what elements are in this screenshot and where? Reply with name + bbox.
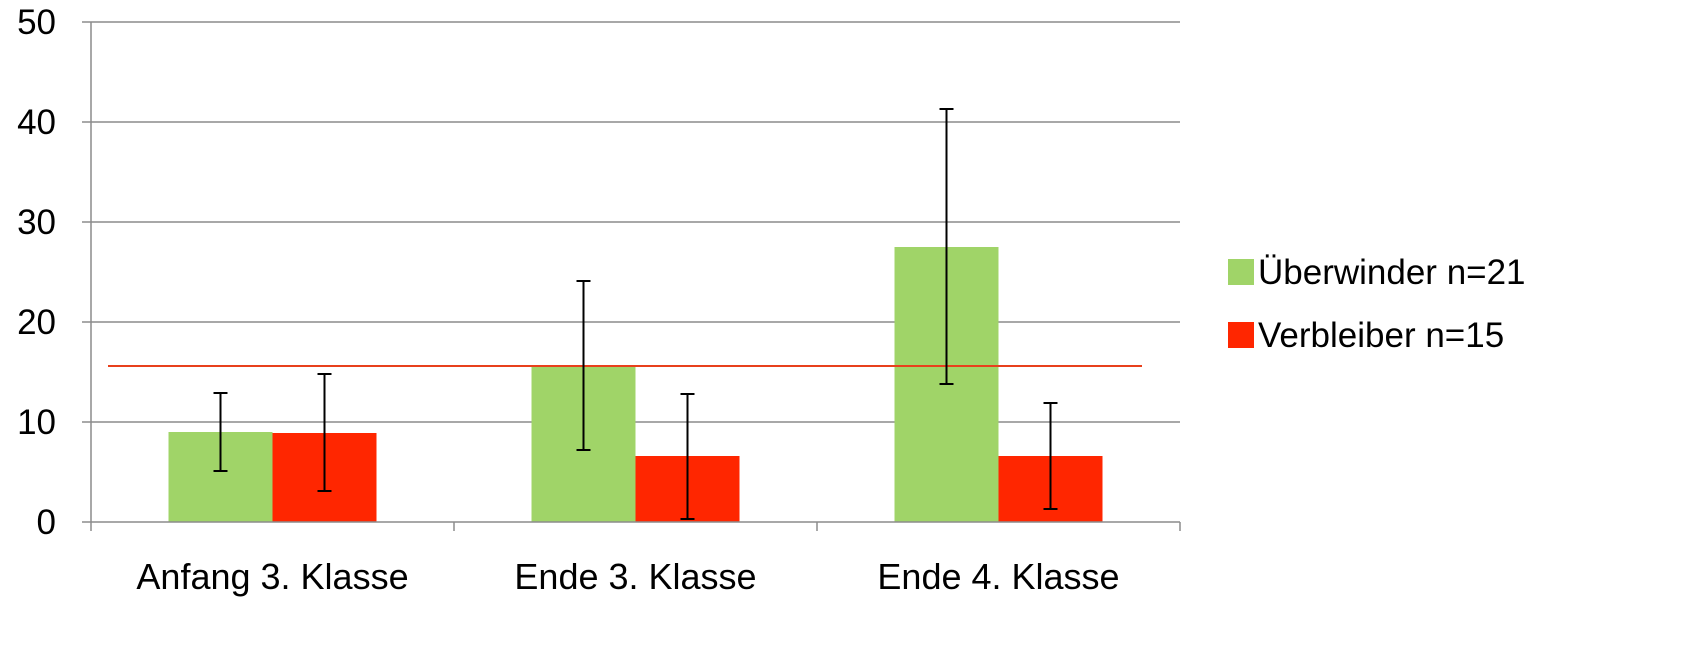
y-tick-label: 20: [17, 303, 56, 342]
y-tick-label: 40: [17, 103, 56, 142]
x-category-label: Anfang 3. Klasse: [136, 556, 408, 597]
legend-label-1: Überwinder n=21: [1258, 253, 1526, 292]
axes: [82, 21, 1181, 531]
x-category-label: Ende 4. Klasse: [877, 556, 1119, 597]
gridlines: [91, 21, 1180, 423]
y-tick-label: 0: [37, 503, 56, 542]
error-bars: [213, 108, 1058, 520]
legend-swatch-2: [1228, 322, 1254, 348]
legend: Überwinder n=21 Verbleiber n=15: [1228, 253, 1526, 355]
axis-labels: 0 10 20 30 40 50 Anfang 3. Klasse Ende 3. Klass…: [17, 3, 1120, 597]
legend-label-2: Verbleiber n=15: [1258, 316, 1504, 355]
y-tick-label: 50: [17, 3, 56, 42]
y-tick-label: 10: [17, 403, 56, 442]
legend-swatch-1: [1228, 259, 1254, 285]
bars: [168, 247, 1103, 522]
x-category-label: Ende 3. Klasse: [514, 556, 756, 597]
y-tick-label: 30: [17, 203, 56, 242]
